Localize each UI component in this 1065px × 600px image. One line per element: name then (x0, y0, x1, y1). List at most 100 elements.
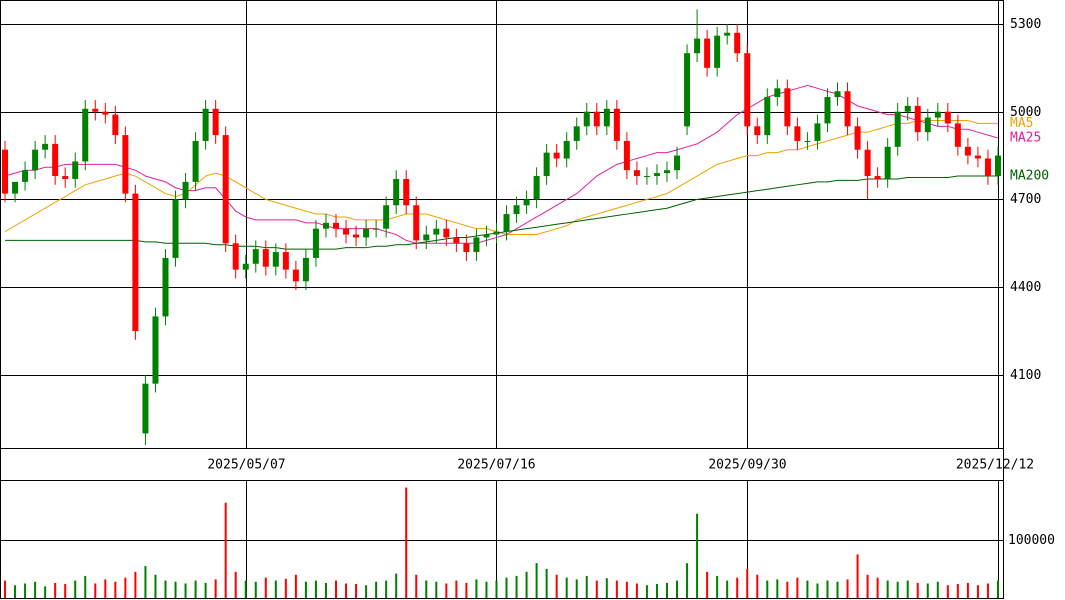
volume-bar (24, 583, 27, 598)
volume-bar (485, 581, 488, 598)
y-tick-label: 4100 (1010, 368, 1041, 383)
volume-bar (545, 568, 548, 598)
volume-bar (144, 566, 147, 598)
candle-body (674, 155, 681, 171)
volume-bar (786, 581, 789, 598)
candle-body (623, 140, 630, 171)
volume-bar (716, 575, 719, 598)
candle-body (794, 126, 801, 141)
volume-bar (254, 581, 257, 598)
candle-body (974, 155, 981, 159)
candle-body (22, 170, 29, 182)
volume-bar (455, 580, 458, 598)
legend-label: MA200 (1010, 169, 1049, 184)
volume-bar (274, 580, 277, 598)
candle-body (714, 35, 721, 68)
candle-body (132, 193, 139, 332)
candle-body (814, 123, 821, 141)
candle-body (72, 161, 79, 179)
volume-bar (946, 585, 949, 598)
volume-bar (575, 579, 578, 598)
volume-bar (54, 582, 57, 598)
candle-body (493, 231, 500, 235)
volume-bar (746, 568, 749, 598)
volume-bar (405, 487, 408, 598)
candle-body (884, 146, 891, 179)
candle-body (433, 228, 440, 235)
candle-body (363, 228, 370, 238)
candle-body (403, 178, 410, 206)
y-tick-label: 4400 (1010, 280, 1041, 295)
volume-bar (324, 582, 327, 598)
volume-bar (926, 583, 929, 598)
candle-body (563, 140, 570, 159)
volume-bar (34, 581, 37, 598)
candle-body (242, 263, 249, 270)
volume-bar (375, 581, 378, 598)
volume-bar (124, 577, 127, 598)
volume-bar (906, 580, 909, 598)
candle-body (282, 252, 289, 270)
volume-bar (796, 577, 799, 598)
candle-body (322, 222, 329, 229)
volume-bar (475, 579, 478, 598)
candle-body (844, 91, 851, 127)
x-tick-label: 2025/09/30 (708, 458, 786, 473)
ma-line (4, 119, 998, 236)
volume-bar (655, 584, 658, 598)
volume-bar (264, 577, 267, 598)
volume-bar (826, 580, 829, 598)
candle-body (924, 117, 931, 133)
volume-panel (0, 480, 1004, 599)
candle-body (834, 91, 841, 98)
volume-bar (806, 580, 809, 598)
volume-bar (415, 574, 418, 598)
candle-body (373, 228, 380, 230)
volume-bar (836, 581, 839, 598)
volume-bar (665, 582, 668, 598)
candle-body (593, 111, 600, 127)
volume-bar (736, 577, 739, 598)
volume-bar (555, 574, 558, 598)
candle-body (874, 176, 881, 179)
candle-body (784, 88, 791, 127)
volume-bar (495, 580, 498, 598)
candle-body (383, 205, 390, 229)
candle-body (694, 38, 701, 54)
volume-bar (365, 585, 368, 598)
volume-bar (776, 579, 779, 598)
volume-bar (856, 554, 859, 598)
volume-bar (696, 513, 699, 598)
volume-bar (585, 575, 588, 598)
candle-body (122, 135, 129, 194)
candle-body (393, 178, 400, 206)
candle-body (473, 237, 480, 253)
candle-body (533, 176, 540, 200)
volume-bar (565, 577, 568, 598)
candle-body (804, 140, 811, 142)
candle-body (904, 105, 911, 112)
candle-body (182, 181, 189, 200)
volume-bar (425, 580, 428, 598)
volume-bar (345, 583, 348, 598)
volume-bar (44, 586, 47, 598)
volume-bar (445, 583, 448, 598)
volume-bar (976, 585, 979, 598)
volume-bar (94, 583, 97, 598)
candle-body (112, 114, 119, 136)
volume-bar (766, 580, 769, 598)
volume-bar (936, 581, 939, 598)
volume-bar (194, 580, 197, 598)
candle-body (32, 149, 39, 171)
candle-body (734, 32, 741, 54)
volume-bar (605, 578, 608, 598)
candle-body (764, 97, 771, 136)
candle-body (994, 155, 1001, 177)
volume-bar (284, 578, 287, 598)
volume-bar (525, 571, 528, 598)
x-tick-label: 2025/12/12 (956, 458, 1034, 473)
volume-bar (84, 575, 87, 598)
volume-bar (314, 580, 317, 598)
candle-body (944, 111, 951, 124)
